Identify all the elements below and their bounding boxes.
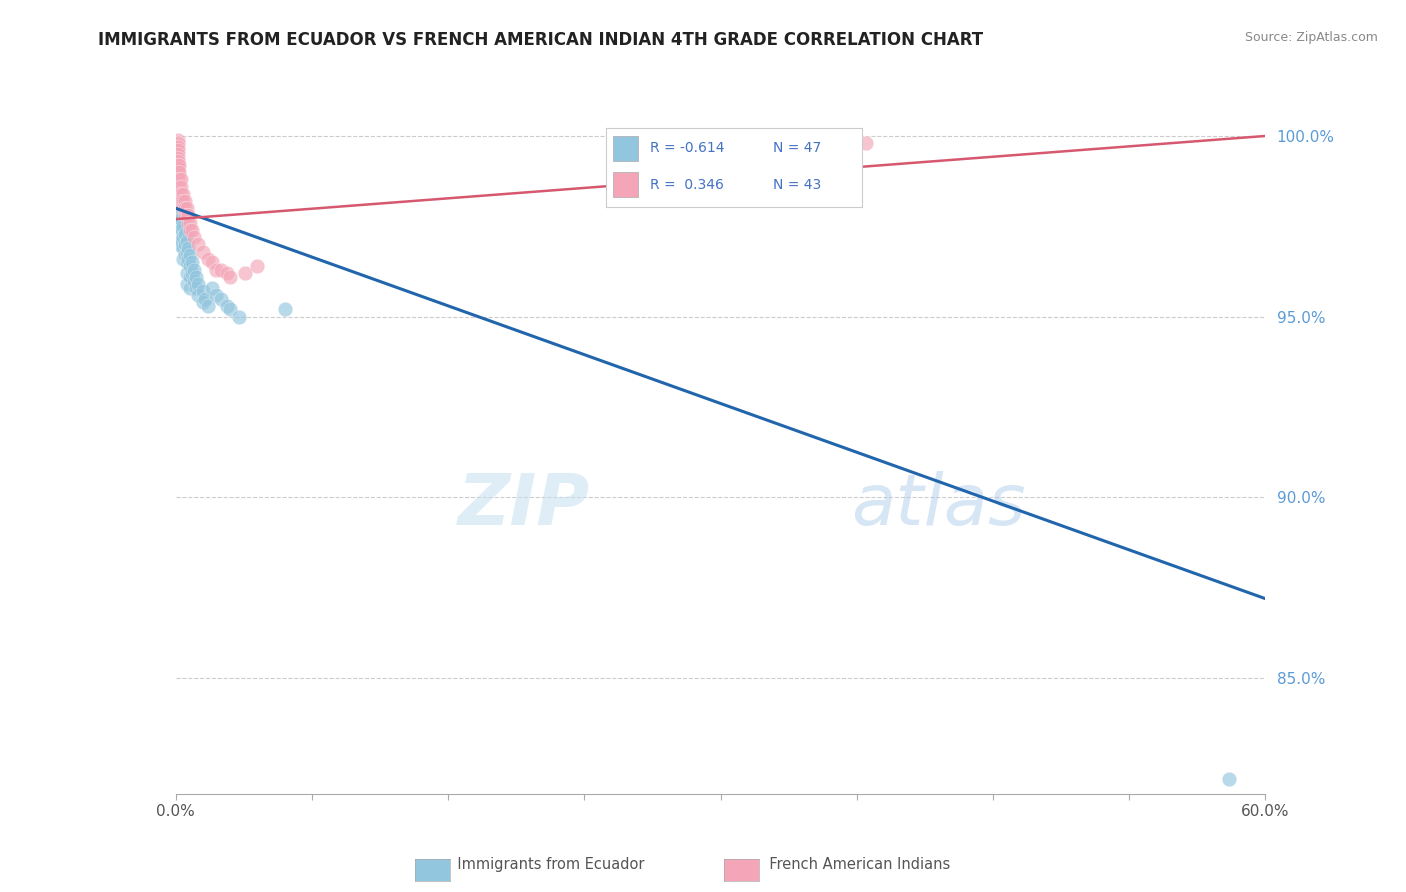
Point bbox=[166, 194, 188, 208]
Point bbox=[173, 237, 195, 252]
Point bbox=[169, 219, 191, 234]
Point bbox=[166, 147, 188, 161]
Point bbox=[204, 288, 226, 302]
Point bbox=[173, 209, 195, 223]
Point bbox=[219, 269, 242, 284]
Point bbox=[183, 230, 205, 244]
Point bbox=[246, 259, 269, 273]
Point bbox=[169, 158, 191, 172]
Point bbox=[166, 154, 188, 169]
Point bbox=[183, 262, 205, 277]
Text: Immigrants from Ecuador: Immigrants from Ecuador bbox=[425, 857, 644, 872]
Point bbox=[179, 269, 201, 284]
Point bbox=[170, 186, 193, 201]
Point bbox=[172, 230, 194, 244]
Point bbox=[855, 136, 877, 151]
Point bbox=[166, 140, 188, 154]
Point bbox=[166, 161, 188, 176]
Point bbox=[274, 302, 297, 317]
Point bbox=[169, 172, 191, 186]
Point bbox=[194, 292, 217, 306]
Point bbox=[172, 201, 194, 215]
Point bbox=[166, 216, 188, 230]
Text: French American Indians: French American Indians bbox=[737, 857, 950, 872]
Point bbox=[166, 132, 188, 146]
Point bbox=[228, 310, 250, 324]
Point bbox=[191, 295, 214, 310]
Point bbox=[172, 186, 194, 201]
Point bbox=[173, 194, 195, 208]
Point bbox=[191, 244, 214, 259]
Point bbox=[169, 165, 191, 179]
Point bbox=[233, 266, 256, 280]
Text: Source: ZipAtlas.com: Source: ZipAtlas.com bbox=[1244, 31, 1378, 45]
Point bbox=[179, 281, 201, 295]
Point bbox=[166, 237, 188, 252]
Point bbox=[197, 299, 219, 313]
Point bbox=[170, 194, 193, 208]
Point bbox=[215, 299, 238, 313]
Point bbox=[186, 237, 209, 252]
Point bbox=[209, 292, 232, 306]
Point bbox=[184, 269, 207, 284]
Point bbox=[169, 179, 191, 194]
Point bbox=[176, 201, 198, 215]
Point bbox=[177, 216, 200, 230]
Point bbox=[197, 252, 219, 266]
Point bbox=[204, 262, 226, 277]
Point bbox=[191, 285, 214, 299]
Point bbox=[215, 266, 238, 280]
Point bbox=[173, 248, 195, 262]
Point bbox=[1218, 772, 1240, 787]
Point bbox=[184, 281, 207, 295]
Point bbox=[172, 194, 194, 208]
Point bbox=[186, 277, 209, 292]
Point bbox=[170, 179, 193, 194]
Point bbox=[179, 259, 201, 273]
Point bbox=[201, 281, 224, 295]
Point bbox=[177, 209, 200, 223]
Point bbox=[179, 216, 201, 230]
Text: IMMIGRANTS FROM ECUADOR VS FRENCH AMERICAN INDIAN 4TH GRADE CORRELATION CHART: IMMIGRANTS FROM ECUADOR VS FRENCH AMERIC… bbox=[98, 31, 984, 49]
Point bbox=[209, 262, 232, 277]
Point bbox=[166, 151, 188, 165]
Point bbox=[170, 223, 193, 237]
Point bbox=[172, 241, 194, 255]
Point bbox=[173, 227, 195, 241]
Point bbox=[166, 144, 188, 158]
Point bbox=[179, 223, 201, 237]
Point bbox=[172, 252, 194, 266]
Point bbox=[166, 165, 188, 179]
Text: ZIP: ZIP bbox=[457, 471, 591, 540]
Point bbox=[181, 266, 204, 280]
Point bbox=[177, 252, 200, 266]
Point bbox=[172, 219, 194, 234]
Point bbox=[173, 201, 195, 215]
Text: atlas: atlas bbox=[852, 471, 1026, 540]
Point bbox=[176, 209, 198, 223]
Point bbox=[176, 244, 198, 259]
Point bbox=[170, 172, 193, 186]
Point bbox=[176, 277, 198, 292]
Point bbox=[166, 158, 188, 172]
Point bbox=[170, 212, 193, 227]
Point bbox=[179, 248, 201, 262]
Point bbox=[181, 255, 204, 269]
Point bbox=[177, 241, 200, 255]
Point bbox=[219, 302, 242, 317]
Point bbox=[186, 288, 209, 302]
Point bbox=[169, 209, 191, 223]
Point bbox=[183, 274, 205, 288]
Point bbox=[166, 205, 188, 219]
Point bbox=[201, 255, 224, 269]
Point bbox=[176, 266, 198, 280]
Point bbox=[170, 234, 193, 248]
Point bbox=[176, 255, 198, 269]
Point bbox=[181, 223, 204, 237]
Point bbox=[176, 234, 198, 248]
Point bbox=[166, 136, 188, 151]
